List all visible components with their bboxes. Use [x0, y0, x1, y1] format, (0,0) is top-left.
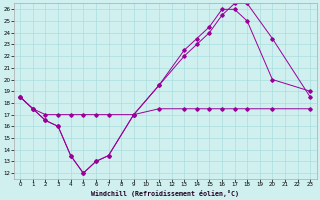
X-axis label: Windchill (Refroidissement éolien,°C): Windchill (Refroidissement éolien,°C): [91, 190, 239, 197]
